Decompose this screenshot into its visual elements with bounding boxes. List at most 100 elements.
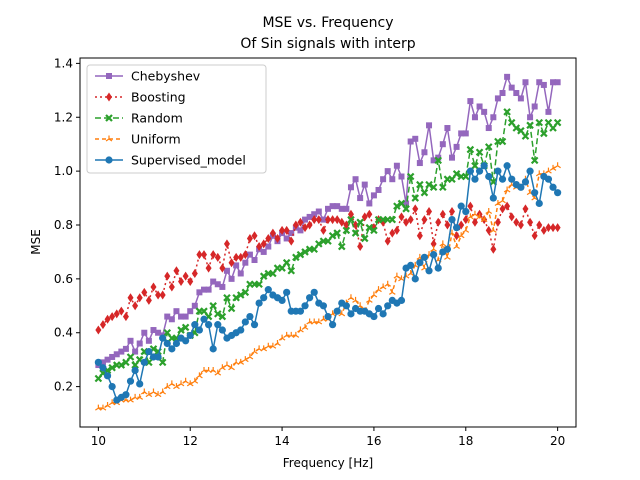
boosting-point (343, 220, 350, 230)
uniform-point (274, 340, 281, 347)
uniform-point (407, 269, 414, 276)
chebyshev-point (508, 84, 515, 91)
boosting-point (430, 239, 437, 249)
chebyshev-point (467, 98, 474, 105)
boosting-point (256, 242, 263, 252)
uniform-point (173, 383, 180, 390)
chebyshev-point (476, 103, 483, 110)
uniform-point (471, 210, 479, 217)
boosting-point (260, 239, 267, 249)
chebyshev-point (481, 108, 488, 115)
boosting-point (471, 217, 478, 227)
uniform-point (347, 294, 355, 301)
supervised-model-point (310, 288, 318, 296)
supervised-model-point (420, 253, 429, 261)
supervised-model-point (255, 299, 263, 307)
chebyshev-point (325, 205, 331, 212)
chebyshev-point (283, 235, 290, 242)
chebyshev-point (407, 138, 414, 145)
supervised-model-point (237, 326, 245, 334)
supervised-model-point (480, 162, 488, 170)
chebyshev-point (122, 345, 129, 352)
boosting-point (325, 215, 331, 225)
random-point (218, 312, 227, 321)
uniform-point (269, 342, 277, 349)
random-point (439, 183, 447, 192)
supervised-model-point (535, 199, 543, 208)
chebyshev-point (398, 173, 405, 180)
chebyshev-point (297, 227, 304, 234)
supervised-model-point (306, 294, 314, 302)
boosting-point (155, 290, 162, 300)
boosting-point (288, 236, 295, 246)
uniform-point (462, 226, 470, 233)
boosting-point (136, 293, 143, 303)
chebyshev-point (343, 205, 350, 212)
chebyshev-point (416, 160, 423, 167)
supervised-model-point (136, 380, 144, 388)
random-point (553, 118, 562, 127)
chebyshev-point (228, 275, 235, 282)
random-point (360, 234, 369, 243)
uniform-point (219, 364, 226, 371)
uniform-point (297, 326, 304, 333)
series-supervised-model (94, 162, 562, 404)
chebyshev-point (104, 356, 111, 363)
boosting-point (421, 215, 428, 225)
chebyshev-point (127, 337, 134, 344)
chebyshev-point (499, 90, 506, 97)
chebyshev-point (99, 359, 106, 366)
uniform-point (140, 388, 148, 395)
uniform-point (430, 245, 437, 252)
uniform-point (379, 283, 387, 290)
boosting-point (265, 233, 272, 243)
random-point (526, 121, 534, 130)
boosting-point (531, 231, 538, 241)
random-point (214, 310, 222, 318)
supervised-model-point (108, 382, 116, 391)
uniform-point (214, 369, 222, 376)
random-point (126, 353, 135, 361)
supervised-model-point (283, 288, 291, 296)
chebyshev-point (412, 135, 419, 142)
chebyshev-point (430, 157, 437, 164)
chebyshev-point (471, 114, 478, 121)
random-point (530, 156, 539, 165)
uniform-point (246, 353, 254, 360)
uniform-point (301, 323, 309, 330)
chebyshev-point (302, 216, 309, 223)
uniform-point (494, 199, 502, 206)
random-point (462, 172, 470, 181)
legend-marker (105, 156, 113, 164)
uniform-point (366, 296, 373, 303)
chebyshev-point (421, 149, 428, 156)
boosting-point (494, 217, 501, 227)
chebyshev-point (242, 259, 249, 266)
uniform-point (145, 391, 153, 398)
chebyshev-point (182, 313, 189, 320)
random-point (315, 240, 323, 248)
random-point (356, 218, 364, 227)
boosting-point (403, 217, 410, 227)
uniform-point (490, 226, 497, 233)
uniform-point (554, 162, 561, 169)
supervised-model-point (159, 334, 167, 342)
chebyshev-point (361, 181, 368, 188)
chebyshev-point (233, 262, 240, 269)
boosting-point (274, 233, 281, 243)
chebyshev-point (191, 302, 198, 309)
supervised-model-point (443, 245, 452, 253)
chebyshev-point (453, 143, 460, 150)
random-point (158, 358, 167, 367)
random-point (425, 180, 433, 189)
supervised-model-point (471, 175, 479, 183)
random-point (416, 180, 424, 189)
uniform-point (388, 288, 396, 295)
boosting-point (439, 209, 446, 219)
boosting-point (426, 207, 433, 217)
boosting-point (384, 236, 391, 246)
random-point (328, 231, 337, 240)
random-point (365, 223, 374, 232)
random-point (223, 293, 231, 302)
uniform-point (154, 391, 162, 398)
